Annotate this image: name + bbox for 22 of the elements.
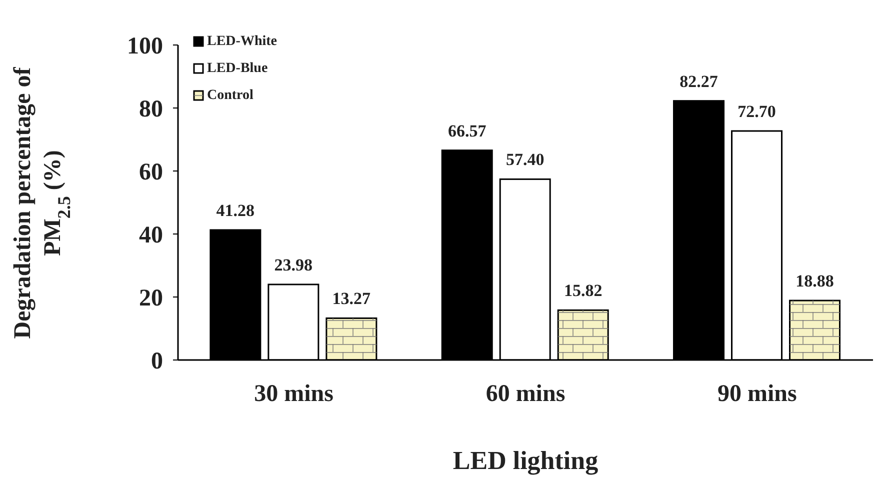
data-label: 82.27 xyxy=(680,72,718,91)
y-tick-label: 40 xyxy=(139,222,163,249)
x-tick-label: 60 mins xyxy=(486,381,566,408)
legend-label: LED-Blue xyxy=(207,60,268,76)
y-tick-label: 60 xyxy=(139,160,163,186)
y-tick-label: 80 xyxy=(139,96,163,123)
x-tick-label: 30 mins xyxy=(254,381,334,408)
data-label: 72.70 xyxy=(738,102,776,121)
data-label: 66.57 xyxy=(448,121,487,140)
x-axis-title: LED lighting xyxy=(452,446,598,475)
data-label: 57.40 xyxy=(506,150,544,170)
data-label: 18.88 xyxy=(796,272,834,291)
data-label: 15.82 xyxy=(564,281,602,300)
legend-label: Control xyxy=(207,88,254,104)
y-tick-label: 100 xyxy=(127,34,163,60)
data-label: 23.98 xyxy=(274,255,313,274)
y-tick-label: 20 xyxy=(139,286,163,312)
y-tick-label: 0 xyxy=(151,348,163,375)
data-label: 41.28 xyxy=(216,200,255,220)
data-label: 13.27 xyxy=(332,289,372,308)
legend-label: LED-White xyxy=(207,34,277,50)
x-tick-label: 90 mins xyxy=(717,381,797,408)
